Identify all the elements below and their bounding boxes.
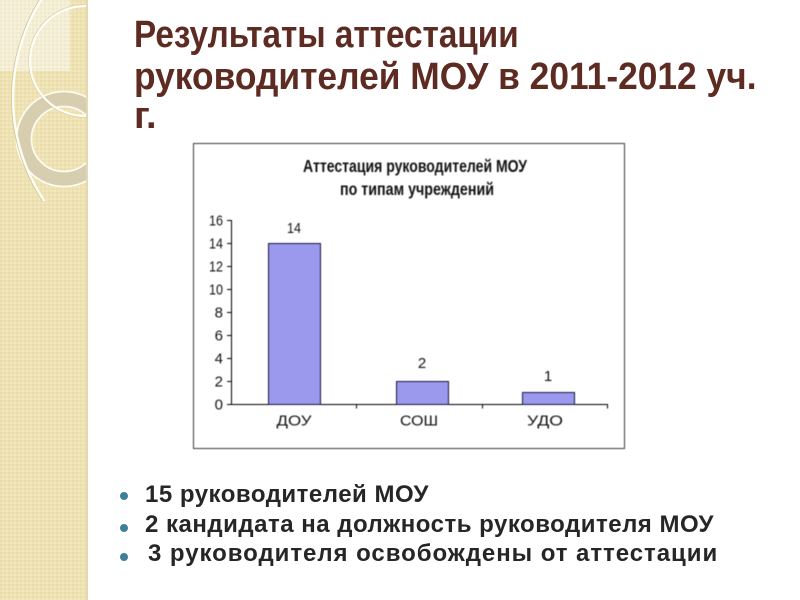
svg-text:4: 4 xyxy=(215,351,223,368)
svg-text:ДОУ: ДОУ xyxy=(277,413,313,430)
svg-text:1: 1 xyxy=(544,368,552,385)
svg-text:16: 16 xyxy=(209,213,223,230)
svg-text:Аттестация руководителей МОУ: Аттестация руководителей МОУ xyxy=(303,156,528,176)
svg-text:УДО: УДО xyxy=(527,413,563,430)
svg-text:10: 10 xyxy=(209,282,223,299)
svg-text:2: 2 xyxy=(418,355,426,372)
svg-text:12: 12 xyxy=(209,259,223,276)
svg-text:0: 0 xyxy=(215,397,223,414)
svg-text:СОШ: СОШ xyxy=(400,413,438,430)
svg-text:по типам учреждений: по типам учреждений xyxy=(340,179,494,199)
svg-text:14: 14 xyxy=(287,220,301,237)
svg-text:14: 14 xyxy=(209,236,223,253)
svg-text:8: 8 xyxy=(215,305,223,322)
svg-text:2: 2 xyxy=(215,374,223,391)
svg-text:6: 6 xyxy=(215,328,223,345)
